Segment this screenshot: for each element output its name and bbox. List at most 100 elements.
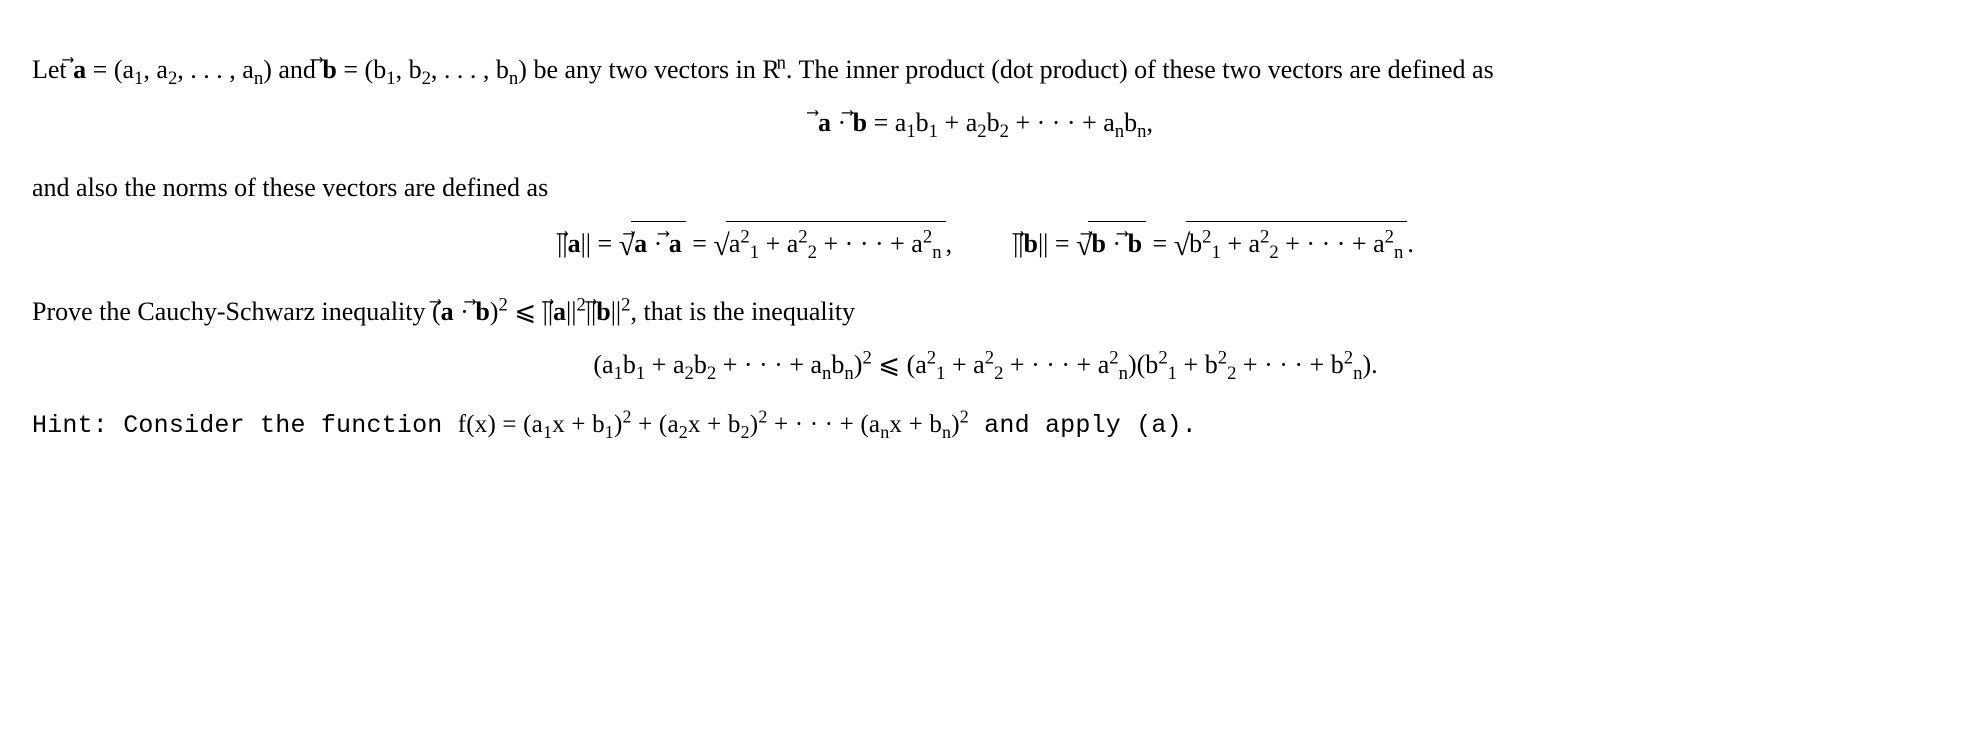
text: b (1124, 108, 1137, 137)
text: ⩽ || (508, 297, 553, 326)
sub: 2 (808, 242, 817, 263)
vec-b: b (475, 292, 489, 331)
text: ) and (263, 55, 322, 84)
text: ) (951, 411, 960, 438)
hint-text: Consider the function (123, 411, 457, 440)
text: ) be any two vectors in (518, 55, 762, 84)
bars: || (566, 297, 576, 326)
vec-b: b (596, 292, 610, 331)
sqrt: √a21 + a22 + · · · + a2n (713, 229, 945, 258)
text: x + b (889, 411, 942, 438)
dot: · (831, 108, 853, 137)
radicand: b21 + a22 + · · · + a2n (1186, 221, 1407, 263)
sub: 1 (134, 68, 143, 89)
text: , (1147, 108, 1154, 137)
norm-a: ||a|| = √a · a = √a21 + a22 + · · · + a2… (557, 229, 958, 258)
text: x + b (688, 411, 741, 438)
text: + · · · + a (817, 229, 923, 258)
text: = (a (86, 55, 134, 84)
sqrt: √b · b (1076, 229, 1146, 258)
text: ). (1362, 350, 1377, 379)
text: b (987, 108, 1000, 137)
bars: || (611, 297, 621, 326)
sub: 1 (1168, 363, 1177, 384)
surd-icon: √ (1076, 224, 1092, 269)
text: b (623, 350, 636, 379)
text: ) (614, 411, 623, 438)
text: + · · · + a (716, 350, 822, 379)
sup: 2 (1385, 226, 1394, 247)
prove-paragraph: Prove the Cauchy-Schwarz inequality (a ·… (32, 292, 1939, 331)
text: f(x) = (a (458, 411, 543, 438)
text: + a (946, 350, 985, 379)
sub: n (844, 363, 853, 384)
text: ⩽ (a (872, 350, 927, 379)
sub: n (1137, 121, 1146, 142)
hint-tail: and apply (a). (969, 411, 1197, 440)
radicand: b · b (1088, 221, 1146, 263)
sub: 2 (1269, 242, 1278, 263)
text: and also the norms of these vectors are … (32, 173, 548, 202)
cauchy-schwarz-inequality: (a1b1 + a2b2 + · · · + anbn)2 ⩽ (a21 + a… (32, 345, 1939, 384)
vec-b: b (1128, 224, 1142, 263)
surd-icon: √ (619, 224, 635, 269)
blackboard-R: R (762, 55, 776, 84)
sup: 2 (862, 347, 871, 368)
sub: 1 (1211, 242, 1220, 263)
sub: 1 (386, 68, 395, 89)
text: = a (867, 108, 906, 137)
text: , a (143, 55, 168, 84)
text: , b (396, 55, 422, 84)
vec-a: a (568, 224, 581, 263)
vec-a: a (553, 292, 566, 331)
vec-b: b (853, 103, 867, 142)
text: || = (581, 229, 619, 258)
text: a (729, 229, 741, 258)
text: , . . . , b (431, 55, 509, 84)
sub: 1 (605, 422, 614, 442)
sub: n (822, 363, 831, 384)
radicand: a21 + a22 + · · · + a2n (726, 221, 946, 263)
text: b (916, 108, 929, 137)
text: + · · · + b (1236, 350, 1343, 379)
text: + a (759, 229, 798, 258)
text: + · · · + (a (768, 411, 881, 438)
sup: 2 (740, 226, 749, 247)
vec-a: a (818, 103, 831, 142)
text: , (946, 229, 953, 258)
surd-icon: √ (713, 224, 729, 269)
vec-a: a (669, 224, 682, 263)
sup: 2 (923, 226, 932, 247)
sqrt: √a · a (619, 229, 686, 258)
norm-definition: ||a|| = √a · a = √a21 + a22 + · · · + a2… (32, 221, 1939, 266)
sub: n (932, 242, 941, 263)
hint-math: f(x) = (a1x + b1)2 + (a2x + b2)2 + · · ·… (458, 411, 969, 438)
sub: 2 (168, 68, 177, 89)
sub: 1 (906, 121, 915, 142)
text: = (b (337, 55, 386, 84)
sub: 2 (1000, 121, 1009, 142)
text: . (1407, 229, 1414, 258)
sub: 1 (543, 422, 552, 442)
text: + · · · + a (1009, 108, 1115, 137)
text: b (1189, 229, 1202, 258)
sub: 1 (636, 363, 645, 384)
text: + a (645, 350, 684, 379)
bars: || (557, 229, 567, 258)
text: + · · · + a (1279, 229, 1385, 258)
text: . The inner product (dot product) of the… (786, 55, 1494, 84)
radicand: a · a (631, 221, 686, 263)
text: , that is the inequality (630, 297, 855, 326)
text: , . . . , a (177, 55, 254, 84)
text: + (a (632, 411, 679, 438)
text: Let (32, 55, 73, 84)
sup: 2 (498, 294, 507, 315)
sup: 2 (1109, 347, 1118, 368)
bars: || (586, 297, 596, 326)
sub: 2 (679, 422, 688, 442)
sqrt: √b21 + a22 + · · · + a2n (1174, 229, 1408, 258)
sub: n (942, 422, 951, 442)
text: Prove the Cauchy-Schwarz inequality ( (32, 297, 441, 326)
sub: 2 (422, 68, 431, 89)
sup: 2 (1260, 226, 1269, 247)
